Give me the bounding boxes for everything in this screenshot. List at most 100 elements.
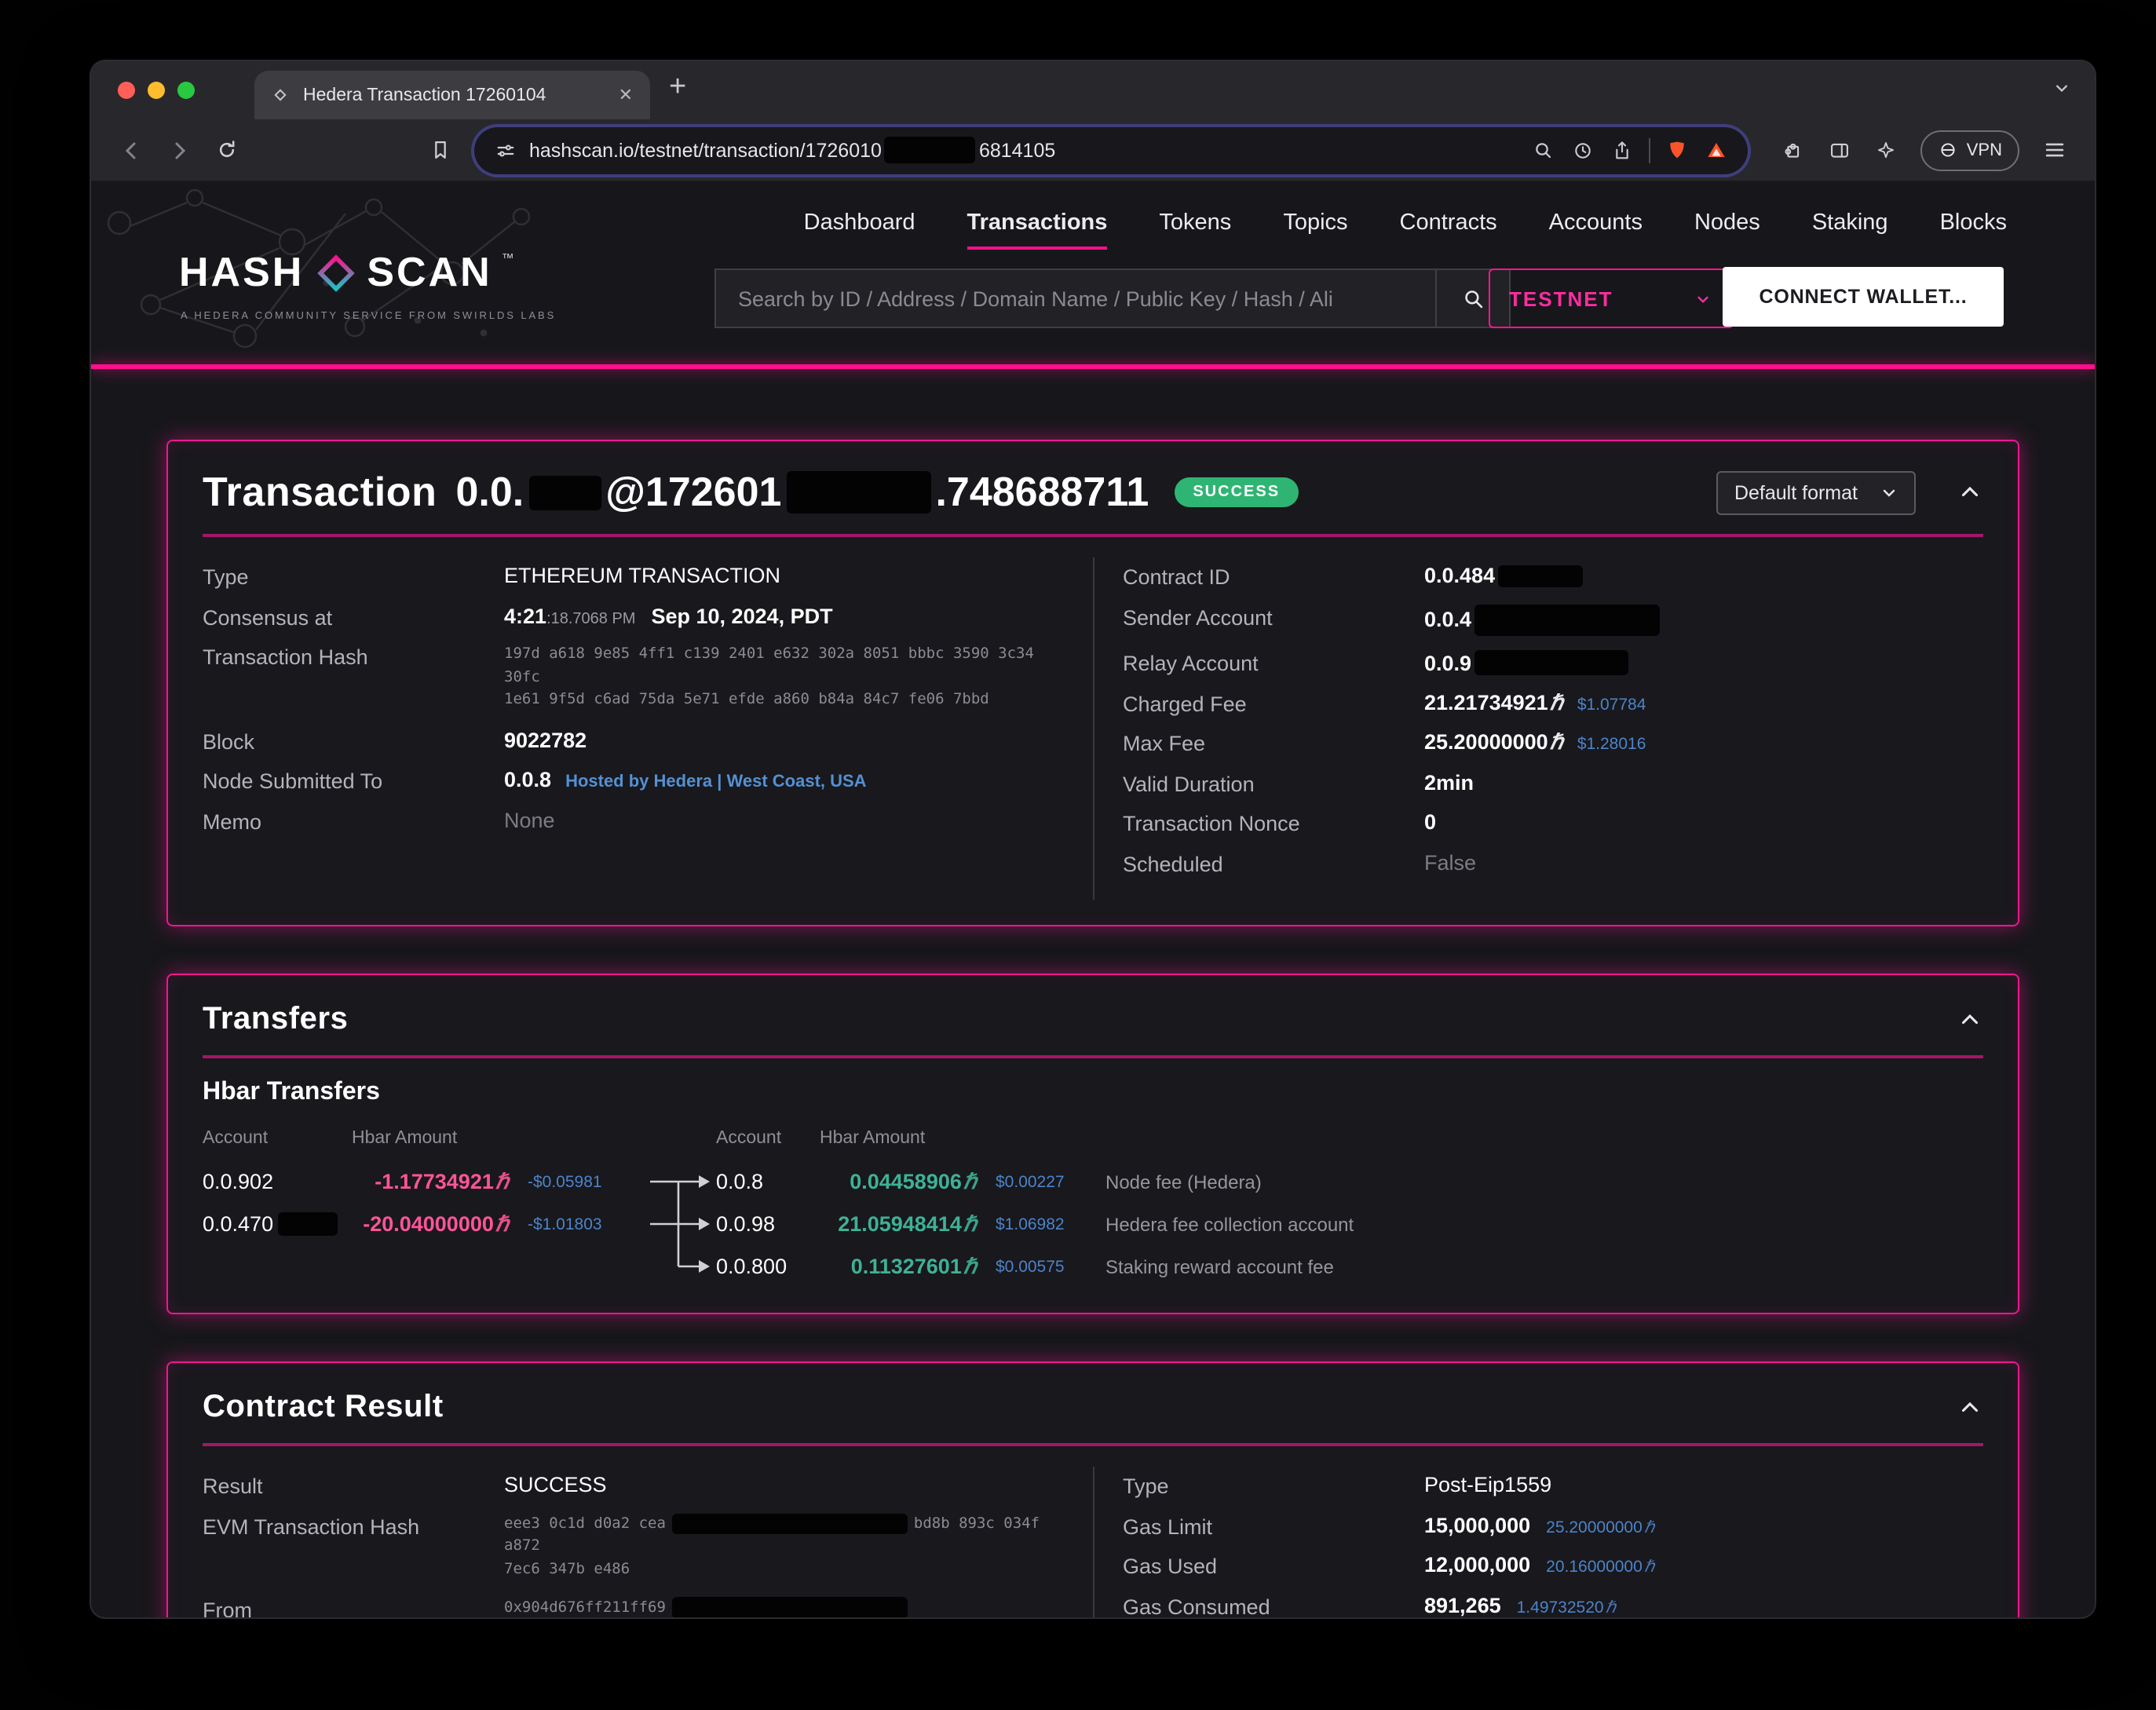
share-icon[interactable]: [1610, 137, 1635, 163]
hbar-symbol: ℏ: [963, 1169, 977, 1193]
header-accent-divider: [91, 364, 2095, 369]
nav-item-contracts[interactable]: Contracts: [1399, 210, 1497, 236]
vpn-icon: [1942, 143, 1956, 157]
hbar-transfers-subtitle: Hbar Transfers: [203, 1079, 380, 1105]
field-label: Type: [1123, 1474, 1169, 1498]
field-label: Gas Used: [1123, 1555, 1218, 1578]
max-fee-value: 25.20000000: [1424, 730, 1548, 754]
back-button[interactable]: [110, 128, 154, 172]
search-input[interactable]: [714, 269, 1435, 328]
block-value[interactable]: 9022782: [504, 728, 587, 752]
bookmark-icon[interactable]: [418, 128, 462, 172]
field-label: Contract ID: [1123, 565, 1230, 589]
source-account[interactable]: 0.0.470: [203, 1212, 274, 1236]
source-account[interactable]: 0.0.902: [203, 1170, 274, 1193]
network-selector[interactable]: TESTNET: [1489, 269, 1734, 328]
nav-item-transactions[interactable]: Transactions: [967, 210, 1109, 250]
destination-account[interactable]: 0.0.8: [716, 1170, 764, 1193]
hbar-symbol: ℏ: [1549, 690, 1563, 714]
network-pattern-decoration: [107, 188, 531, 349]
redaction-box: [1474, 650, 1629, 675]
card-title-divider: [203, 534, 1983, 537]
transaction-id: 0.0. @172601 .748688711: [455, 468, 1149, 517]
hashscan-logo[interactable]: HASH SCAN ™: [179, 248, 514, 297]
brave-shield-icon[interactable]: [1665, 137, 1690, 163]
destination-usd: $0.00575: [996, 1257, 1065, 1276]
hbar-symbol: ℏ: [1643, 1558, 1655, 1577]
field-label: Transaction Nonce: [1123, 812, 1300, 835]
field-label: Sender Account: [1123, 605, 1273, 629]
transaction-details-left: Type ETHEREUM TRANSACTION Consensus at 4…: [203, 557, 1093, 900]
status-badge: SUCCESS: [1174, 477, 1299, 507]
from-value[interactable]: 0x904d676ff211ff690.0.4: [504, 1597, 1046, 1617]
logo-tagline: A HEDERA COMMUNITY SERVICE FROM SWIRLDS …: [181, 311, 557, 322]
nav-item-tokens[interactable]: Tokens: [1159, 210, 1232, 236]
transfers-title: Transfers: [203, 1002, 349, 1036]
gas-used-value: 12,000,000: [1424, 1553, 1531, 1577]
nav-item-staking[interactable]: Staking: [1811, 210, 1888, 236]
collapse-chevron-icon[interactable]: [1957, 1007, 1983, 1033]
zoom-window-button[interactable]: [177, 82, 195, 99]
source-amount: -1.17734921: [375, 1169, 494, 1193]
connect-wallet-button[interactable]: CONNECT WALLET...: [1723, 267, 2004, 327]
nav-item-accounts[interactable]: Accounts: [1548, 210, 1643, 236]
hbar-symbol: ℏ: [495, 1169, 509, 1193]
field-label: From: [203, 1599, 252, 1619]
hashscan-page: HASH SCAN ™ A HEDERA COMMUNITY SERVICE F…: [91, 182, 2095, 1619]
nav-item-dashboard[interactable]: Dashboard: [803, 210, 915, 236]
site-settings-icon[interactable]: [493, 137, 518, 163]
destination-account[interactable]: 0.0.98: [716, 1212, 776, 1236]
search-button[interactable]: [1435, 269, 1511, 328]
consensus-time-fraction: :18.7068 PM: [546, 610, 636, 627]
search-icon[interactable]: [1532, 137, 1557, 163]
reload-button[interactable]: [204, 128, 248, 172]
browser-tab[interactable]: Hedera Transaction 17260104 ✕: [254, 71, 650, 119]
consensus-time: 4:21: [504, 604, 547, 627]
vpn-button[interactable]: VPN: [1920, 130, 2019, 170]
transaction-id-part2: @172601: [605, 468, 782, 515]
minimize-window-button[interactable]: [148, 82, 165, 99]
relay-account-value[interactable]: 0.0.9: [1424, 651, 1472, 674]
format-selector[interactable]: Default format: [1716, 470, 1916, 514]
field-label: Valid Duration: [1123, 772, 1255, 795]
url-redaction: [884, 137, 976, 163]
url-text[interactable]: hashscan.io/testnet/transaction/1726010 6…: [529, 137, 1521, 163]
node-account-value[interactable]: 0.0.8: [504, 768, 552, 792]
redaction-box: [278, 1212, 338, 1236]
column-header-account: Account: [716, 1129, 782, 1148]
destination-account[interactable]: 0.0.800: [716, 1255, 787, 1278]
history-icon[interactable]: [1571, 137, 1596, 163]
close-window-button[interactable]: [118, 82, 135, 99]
gas-limit-hbar: 25.20000000: [1546, 1518, 1643, 1536]
menu-icon[interactable]: [2032, 128, 2076, 172]
column-header-hbar-amount: Hbar Amount: [820, 1129, 926, 1148]
logo-word-hash: HASH: [179, 248, 305, 295]
node-host-link[interactable]: Hosted by Hedera | West Coast, USA: [565, 773, 867, 792]
field-label: Gas Consumed: [1123, 1595, 1270, 1618]
new-tab-button[interactable]: +: [669, 70, 687, 103]
extensions-icon[interactable]: [1770, 128, 1814, 172]
leo-ai-sparkle-icon[interactable]: [1865, 128, 1909, 172]
memo-value: None: [504, 808, 555, 832]
nav-item-nodes[interactable]: Nodes: [1694, 210, 1760, 236]
brave-rewards-icon[interactable]: [1705, 137, 1730, 163]
column-header-hbar-amount: Hbar Amount: [352, 1129, 458, 1148]
tab-close-icon[interactable]: ✕: [618, 86, 633, 105]
charged-fee-usd: $1.07784: [1577, 695, 1646, 714]
hbar-symbol: ℏ: [495, 1211, 509, 1235]
field-label: Gas Limit: [1123, 1515, 1213, 1538]
contract-id-value[interactable]: 0.0.484: [1424, 564, 1496, 587]
collapse-chevron-icon[interactable]: [1957, 479, 1983, 506]
scheduled-value: False: [1424, 850, 1477, 874]
sidebar-toggle-icon[interactable]: [1818, 128, 1862, 172]
tab-search-chevron-icon[interactable]: [2051, 77, 2073, 99]
logo-trademark: ™: [501, 251, 514, 265]
sender-account-value[interactable]: 0.0.4: [1424, 608, 1472, 631]
collapse-chevron-icon[interactable]: [1957, 1394, 1983, 1421]
redaction-box: [1498, 565, 1584, 586]
forward-button[interactable]: [157, 128, 201, 172]
nav-item-topics[interactable]: Topics: [1283, 210, 1348, 236]
hashscan-diamond-icon: [313, 250, 357, 294]
address-bar[interactable]: hashscan.io/testnet/transaction/1726010 6…: [474, 126, 1749, 174]
nav-item-blocks[interactable]: Blocks: [1939, 210, 2007, 236]
